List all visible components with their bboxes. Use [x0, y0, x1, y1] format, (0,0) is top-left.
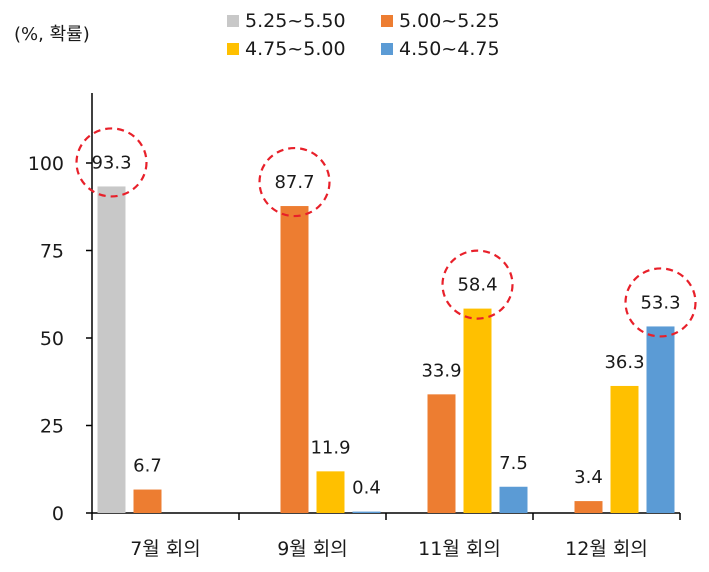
y-tick-label: 0 — [52, 503, 64, 525]
highlight-circle-0 — [75, 127, 148, 198]
bar-s1-c1 — [280, 206, 309, 514]
data-label-s3-c1: 0.4 — [352, 478, 381, 499]
data-label-s2-c3: 36.3 — [604, 352, 644, 373]
y-tick-label: 100 — [28, 153, 64, 175]
data-label-s1-c2: 33.9 — [421, 360, 461, 381]
legend-label-s3: 4.50~4.75 — [399, 38, 500, 60]
bar-s2-c3 — [610, 385, 639, 513]
legend-swatch-s0 — [227, 15, 239, 27]
bar-s3-c2 — [499, 486, 528, 513]
legend-label-s1: 5.00~5.25 — [399, 10, 500, 32]
data-label-s1-c3: 3.4 — [574, 467, 603, 488]
data-labels: 93.3 6.7 87.7 33.9 3.4 11.9 58.4 36.3 0.4 7.5 53.3 — [91, 152, 680, 498]
bar-s1-c3 — [574, 501, 603, 513]
data-label-s1-c0: 6.7 — [133, 456, 162, 477]
bar-s0-c0 — [97, 186, 126, 513]
highlight-circle-1 — [258, 146, 331, 218]
y-tick-label: 50 — [40, 328, 64, 350]
data-label-s3-c2: 7.5 — [499, 453, 528, 474]
highlight-circle-2 — [441, 249, 514, 320]
legend-swatch-s3 — [381, 43, 393, 55]
x-tick-label: 11월 회의 — [418, 538, 501, 560]
unit-label: (%, 확률) — [14, 24, 90, 45]
data-label-s2-c2: 58.4 — [457, 275, 497, 296]
bar-s3-c1 — [352, 511, 381, 513]
legend-swatch-s2 — [227, 43, 239, 55]
bar-s2-c1 — [316, 471, 345, 513]
legend-item-s2: 4.75~5.00 — [227, 38, 346, 60]
y-tick-label: 25 — [40, 416, 64, 438]
bar-s1-c2 — [427, 394, 456, 513]
bars — [97, 186, 675, 514]
legend-label-s0: 5.25~5.50 — [245, 10, 346, 32]
y-tick-label: 75 — [40, 241, 64, 263]
data-label-s1-c1: 87.7 — [274, 172, 314, 193]
data-label-s2-c1: 11.9 — [310, 437, 350, 458]
bar-s1-c0 — [133, 489, 162, 513]
x-tick-label: 12월 회의 — [565, 538, 648, 560]
highlight-circle-3 — [624, 267, 697, 338]
highlight-circles — [75, 127, 697, 338]
bar-s2-c2 — [463, 308, 492, 513]
legend-item-s0: 5.25~5.50 — [227, 10, 346, 32]
data-label-s3-c3: 53.3 — [640, 292, 680, 313]
data-label-s0-c0: 93.3 — [91, 152, 131, 173]
legend-label-s2: 4.75~5.00 — [245, 38, 346, 60]
axes: 0 25 50 75 100 7월 회의 9월 회의 11월 회의 12월 회의 — [28, 93, 681, 560]
legend-item-s1: 5.00~5.25 — [381, 10, 500, 32]
legend-item-s3: 4.50~4.75 — [381, 38, 500, 60]
x-tick-label: 7월 회의 — [130, 538, 201, 560]
legend-swatch-s1 — [381, 15, 393, 27]
x-tick-label: 9월 회의 — [277, 538, 348, 560]
bar-s3-c3 — [646, 326, 675, 513]
